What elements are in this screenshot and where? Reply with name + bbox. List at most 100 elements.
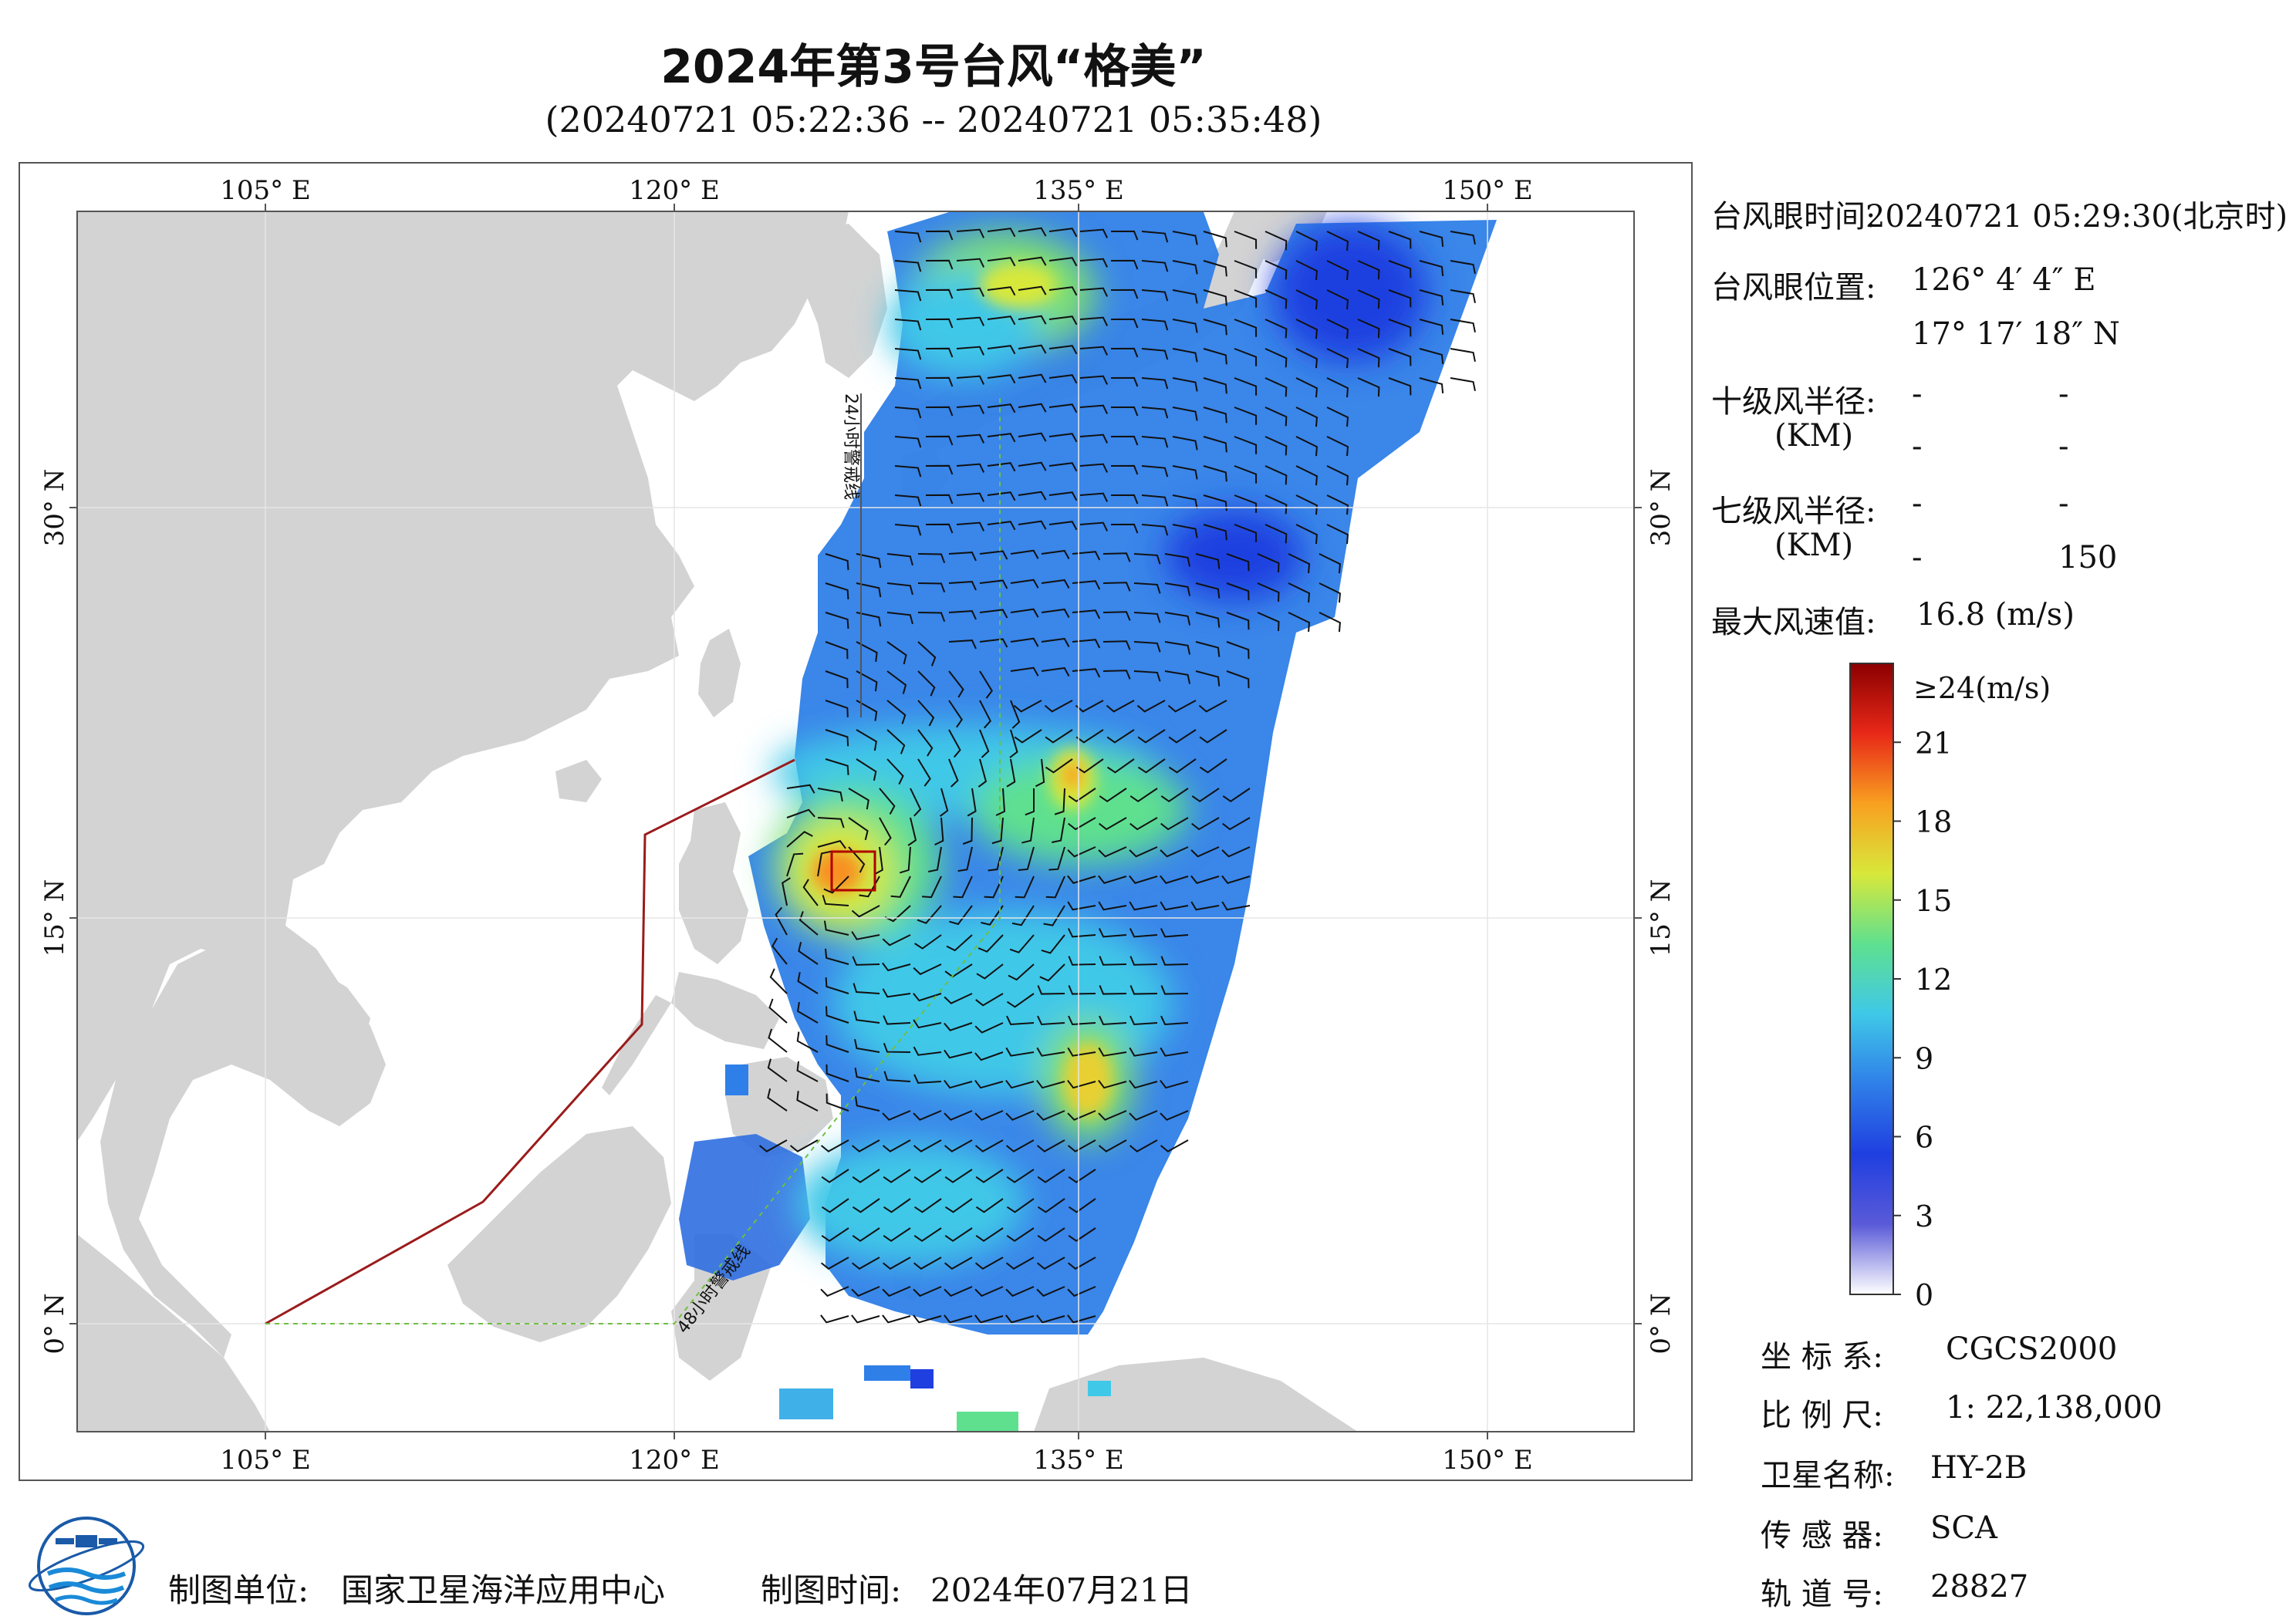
wind-barb: [886, 553, 913, 566]
wind-barb: [1172, 494, 1198, 509]
eye-position-label: 台风眼位置:: [1711, 270, 1876, 305]
wind-barb: [1450, 260, 1476, 275]
wind-barb: [1048, 374, 1078, 384]
wind-barb: [851, 1257, 880, 1270]
wind-barb: [1041, 579, 1070, 589]
asia-mainland: [77, 211, 849, 1142]
wind-barb: [1110, 230, 1139, 241]
swath-west-patch: [679, 1134, 810, 1281]
wind-barb: [913, 1198, 942, 1213]
wind-barb: [820, 1286, 849, 1297]
wind-barb: [1264, 377, 1288, 397]
wind-barb: [1067, 901, 1096, 911]
wind-barb: [1388, 348, 1412, 366]
wind-barb: [796, 1061, 819, 1082]
wind-barb: [1388, 260, 1412, 278]
wind-barb: [1067, 1314, 1096, 1324]
wind-barb: [1075, 758, 1104, 774]
wind-barb: [910, 788, 922, 817]
wind-barb: [1110, 406, 1139, 417]
wind-barb: [1006, 1169, 1035, 1183]
top-lon-label-120: 120° E: [629, 175, 720, 206]
wind-barb: [944, 1079, 973, 1089]
wind-barb: [1102, 670, 1131, 680]
wind-barb: [956, 375, 985, 385]
wind-barb: [1172, 319, 1198, 333]
wind-barb: [856, 612, 882, 627]
wind-barb: [1068, 788, 1096, 803]
wind-barb: [995, 788, 1006, 816]
wind-barb: [1010, 637, 1039, 647]
wind-barb: [1072, 639, 1101, 649]
typhoon-eye-marker: [830, 850, 876, 892]
wind-barb: [1005, 1286, 1035, 1297]
graticule: [77, 211, 1634, 1432]
wind-barb: [1257, 582, 1280, 602]
wind-barb: [949, 905, 973, 926]
wind-barb: [883, 1071, 911, 1082]
wind-barb: [1045, 876, 1065, 899]
wind-barb: [856, 700, 878, 721]
wind-barb: [1326, 465, 1349, 486]
wind-barb: [1018, 520, 1047, 530]
luzon: [679, 802, 748, 964]
sumatra: [77, 1234, 270, 1432]
wind-barb: [1133, 670, 1161, 682]
wind-barb: [882, 1314, 911, 1324]
wind-barb: [934, 817, 944, 846]
wind-barb: [1006, 993, 1035, 1008]
wind-barb: [1036, 1314, 1065, 1324]
wind-barb: [944, 993, 973, 1004]
wind-barb: [1234, 407, 1258, 425]
wind-barb: [1011, 905, 1035, 926]
colorbar-tick-label: 6: [1915, 1121, 1933, 1155]
wind-barb: [1203, 348, 1227, 365]
wind-barb: [956, 346, 985, 356]
wind-barb: [979, 638, 1008, 648]
wind-barb: [1190, 846, 1220, 858]
wind-barb: [1041, 608, 1070, 619]
hotspot-north-yellow: [980, 262, 1057, 309]
wind-barb: [825, 1006, 849, 1024]
wind-barb: [1419, 377, 1444, 393]
wind-barb: [882, 962, 911, 972]
wind-barb: [1221, 875, 1251, 884]
wind-barb: [1068, 1227, 1096, 1242]
wind-barb: [948, 729, 961, 758]
radius10-ne: -: [1912, 376, 1923, 412]
wind-barb: [899, 846, 911, 874]
wind-barb: [1172, 289, 1198, 304]
wind-barb: [1264, 494, 1288, 515]
wind-barb: [886, 612, 913, 625]
wind-barb: [975, 993, 1004, 1007]
wind-barb: [1172, 407, 1198, 421]
wind-barb: [1048, 491, 1078, 501]
wind-barb: [1357, 319, 1380, 339]
wind-barb: [786, 784, 815, 794]
wind-barb: [913, 1110, 942, 1121]
wind-barb: [922, 876, 942, 899]
wind-barb: [946, 934, 973, 952]
wind-barb: [944, 1227, 973, 1242]
wind-barb: [852, 956, 880, 966]
wind-barb: [1037, 1015, 1065, 1026]
eye-time-label: 台风眼时间:: [1711, 199, 1876, 235]
wind-barb: [925, 318, 954, 329]
wind-barb: [1137, 729, 1166, 744]
field-deepblue-e: [1165, 509, 1304, 602]
wind-barb: [1048, 315, 1078, 326]
wind-barb: [1419, 348, 1444, 364]
wind-barb: [944, 1049, 973, 1059]
wind-barb: [913, 1139, 942, 1152]
colorbar-tick-label: 3: [1915, 1200, 1933, 1233]
wind-barb: [886, 729, 906, 754]
wind-barb: [1295, 348, 1319, 369]
wind-barb: [883, 1169, 911, 1183]
wind-barb: [1079, 258, 1109, 268]
wind-barb: [979, 609, 1008, 619]
wind-barb: [1036, 1047, 1065, 1057]
wind-barb: [817, 817, 845, 828]
wind-barb: [851, 1286, 880, 1297]
field-green-bottom: [795, 1142, 1026, 1265]
wind-barb: [1195, 612, 1221, 628]
